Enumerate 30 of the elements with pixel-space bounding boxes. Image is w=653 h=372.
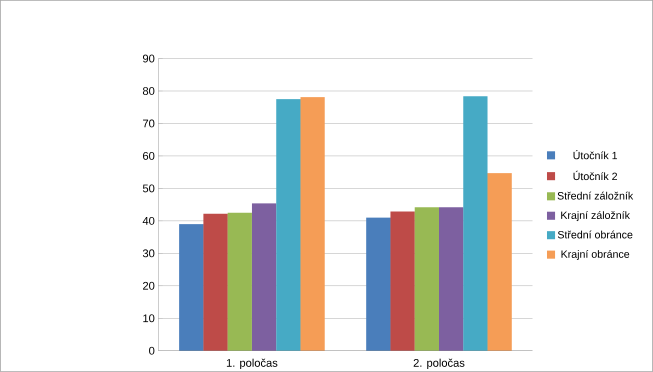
bar — [228, 212, 252, 351]
x-tick-label: 1. poločas — [226, 358, 278, 369]
bar — [488, 172, 512, 351]
y-tick-label: 40 — [142, 216, 154, 225]
bar — [414, 207, 439, 351]
y-tick-label: 90 — [142, 54, 154, 62]
legend-label: Střední záložník — [558, 191, 634, 200]
legend-label: Krajní obránce — [562, 250, 630, 260]
y-tick-label: 0 — [149, 346, 154, 354]
legend-label: Střední obránce — [558, 230, 632, 238]
y-tick-label: 80 — [142, 86, 154, 95]
bar — [300, 96, 325, 351]
y-tick-label: 70 — [143, 119, 154, 128]
x-tick-label: 2. poločas — [414, 358, 464, 369]
bar — [438, 207, 464, 351]
bar — [179, 224, 204, 351]
y-tick-label: 10 — [143, 314, 154, 322]
bar — [366, 217, 390, 351]
y-tick-label: 50 — [142, 184, 154, 192]
y-tick-label: 60 — [143, 152, 154, 160]
y-tick-label: 30 — [142, 249, 154, 258]
legend-label: Útočník 2 — [574, 170, 618, 180]
bar — [252, 203, 276, 351]
legend-label: Útočník 1 — [574, 150, 618, 160]
bar — [390, 211, 415, 351]
bar — [203, 214, 228, 351]
bar — [463, 96, 488, 351]
legend-label: Krajní záložník — [561, 210, 630, 221]
y-tick-label: 20 — [143, 282, 154, 290]
bar — [276, 98, 300, 351]
